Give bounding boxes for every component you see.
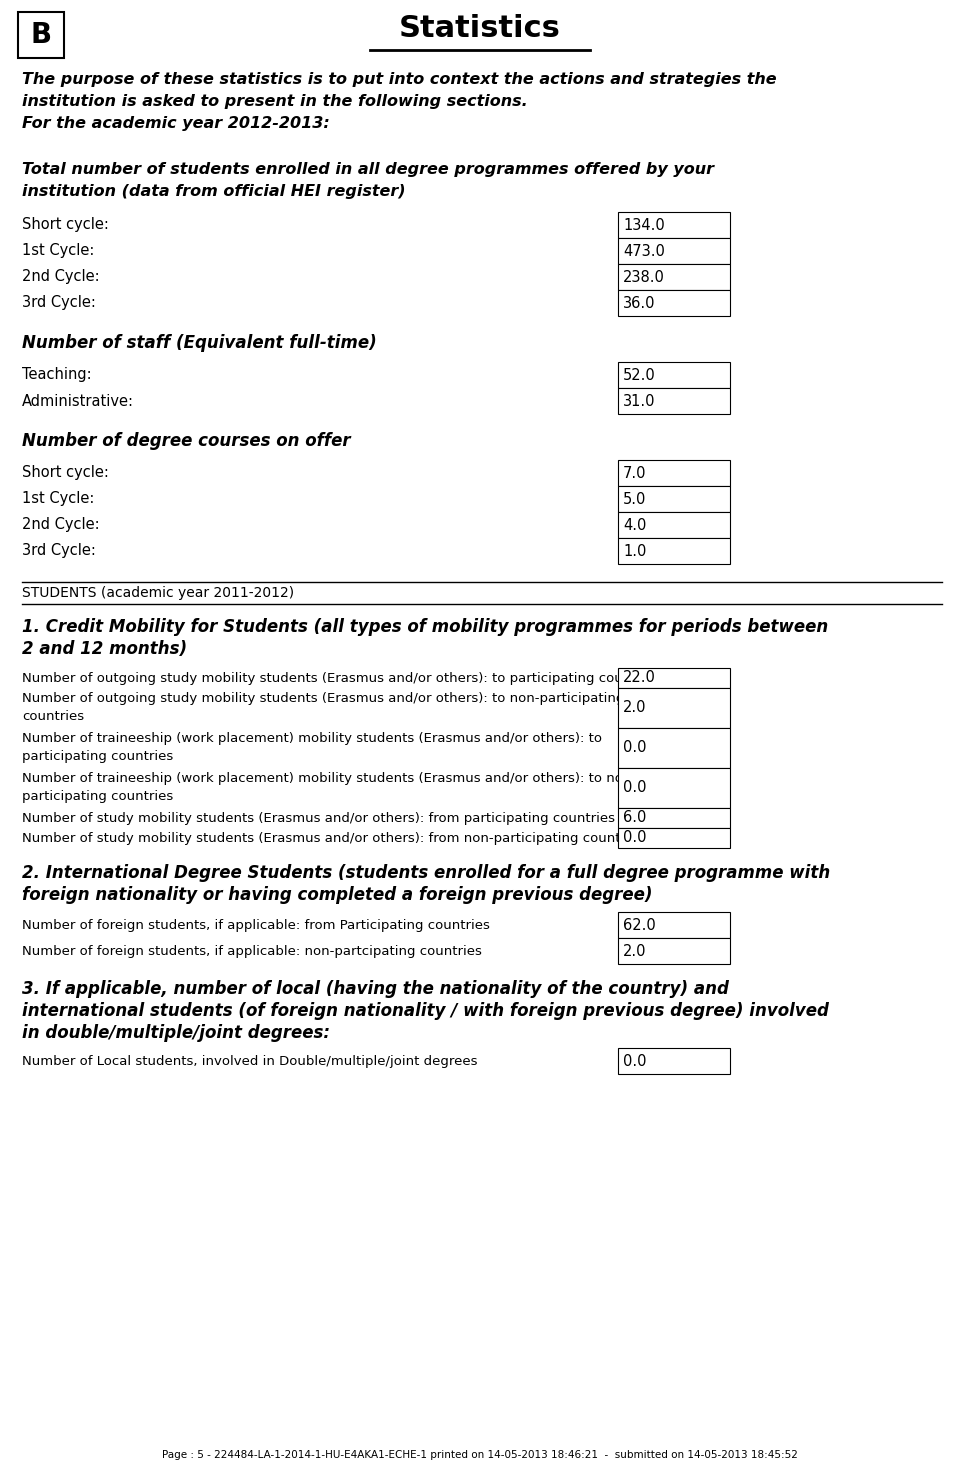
Text: 36.0: 36.0 [623,295,656,311]
Text: STUDENTS (academic year 2011-2012): STUDENTS (academic year 2011-2012) [22,586,294,600]
Text: 3rd Cycle:: 3rd Cycle: [22,295,96,311]
Text: 3rd Cycle:: 3rd Cycle: [22,543,96,558]
Bar [618,938,730,964]
Text: 6.0: 6.0 [623,810,646,825]
Text: B: B [31,21,52,48]
Text: 3. If applicable, number of local (having the nationality of the country) and: 3. If applicable, number of local (havin… [22,981,729,998]
Text: 1.0: 1.0 [623,543,646,558]
Text: Number of foreign students, if applicable: from Participating countries: Number of foreign students, if applicabl… [22,919,490,932]
Text: Short cycle:: Short cycle: [22,217,108,232]
Text: Number of study mobility students (Erasmus and/or others): from participating co: Number of study mobility students (Erasm… [22,812,615,825]
Text: Administrative:: Administrative: [22,393,134,408]
Text: Number of outgoing study mobility students (Erasmus and/or others): to participa: Number of outgoing study mobility studen… [22,672,660,686]
Text: 473.0: 473.0 [623,244,665,258]
Text: international students (of foreign nationality / with foreign previous degree) i: international students (of foreign natio… [22,1003,828,1020]
Text: institution is asked to present in the following sections.: institution is asked to present in the f… [22,94,528,109]
Text: 2 and 12 months): 2 and 12 months) [22,640,187,658]
Text: Number of Local students, involved in Double/multiple/joint degrees: Number of Local students, involved in Do… [22,1054,477,1067]
Bar [618,728,730,768]
Bar [618,828,730,849]
Text: in double/multiple/joint degrees:: in double/multiple/joint degrees: [22,1025,330,1042]
Bar [618,807,730,828]
Bar [618,1048,730,1075]
Text: Statistics: Statistics [399,15,561,43]
Text: institution (data from official HEI register): institution (data from official HEI regi… [22,184,406,200]
Text: Number of staff (Equivalent full-time): Number of staff (Equivalent full-time) [22,335,376,352]
Text: 238.0: 238.0 [623,270,665,285]
Bar [618,768,730,807]
Text: Number of degree courses on offer: Number of degree courses on offer [22,432,350,451]
Text: 22.0: 22.0 [623,671,656,686]
Text: Number of traineeship (work placement) mobility students (Erasmus and/or others): Number of traineeship (work placement) m… [22,772,636,785]
Bar [618,668,730,688]
Text: Number of traineeship (work placement) mobility students (Erasmus and/or others): Number of traineeship (work placement) m… [22,733,602,744]
Text: participating countries: participating countries [22,750,173,763]
Text: 1st Cycle:: 1st Cycle: [22,492,94,506]
Text: 1. Credit Mobility for Students (all types of mobility programmes for periods be: 1. Credit Mobility for Students (all typ… [22,618,828,636]
Bar [618,388,730,414]
Bar [618,363,730,388]
Text: 4.0: 4.0 [623,518,646,533]
Text: Total number of students enrolled in all degree programmes offered by your: Total number of students enrolled in all… [22,161,714,178]
Text: 62.0: 62.0 [623,918,656,932]
Text: countries: countries [22,711,84,724]
Text: 0.0: 0.0 [623,740,646,756]
Bar [618,537,730,564]
Text: 0.0: 0.0 [623,781,646,796]
Text: 1st Cycle:: 1st Cycle: [22,244,94,258]
Text: For the academic year 2012-2013:: For the academic year 2012-2013: [22,116,329,131]
Text: 134.0: 134.0 [623,217,664,232]
Text: Teaching:: Teaching: [22,367,91,383]
Bar [618,459,730,486]
Text: 5.0: 5.0 [623,492,646,506]
Bar [618,912,730,938]
Text: 2.0: 2.0 [623,700,646,715]
Text: 2nd Cycle:: 2nd Cycle: [22,270,100,285]
Bar [618,291,730,316]
Text: 2.0: 2.0 [623,944,646,959]
Text: Short cycle:: Short cycle: [22,465,108,480]
Bar [618,211,730,238]
Text: Number of outgoing study mobility students (Erasmus and/or others): to non-parti: Number of outgoing study mobility studen… [22,691,624,705]
Text: 7.0: 7.0 [623,465,646,480]
Text: 0.0: 0.0 [623,831,646,846]
Text: The purpose of these statistics is to put into context the actions and strategie: The purpose of these statistics is to pu… [22,72,777,87]
Bar [618,512,730,537]
Text: 0.0: 0.0 [623,1054,646,1069]
Text: 52.0: 52.0 [623,367,656,383]
Text: 2. International Degree Students (students enrolled for a full degree programme : 2. International Degree Students (studen… [22,865,830,882]
Text: participating countries: participating countries [22,790,173,803]
Text: Number of study mobility students (Erasmus and/or others): from non-participatin: Number of study mobility students (Erasm… [22,832,645,846]
Bar [618,688,730,728]
Text: Page : 5 - 224484-LA-1-2014-1-HU-E4AKA1-ECHE-1 printed on 14-05-2013 18:46:21  -: Page : 5 - 224484-LA-1-2014-1-HU-E4AKA1-… [162,1450,798,1461]
Text: 31.0: 31.0 [623,393,656,408]
Text: foreign nationality or having completed a foreign previous degree): foreign nationality or having completed … [22,887,653,904]
Bar [618,486,730,512]
Bar [618,264,730,291]
Bar [618,238,730,264]
Text: Number of foreign students, if applicable: non-partcipating countries: Number of foreign students, if applicabl… [22,944,482,957]
Text: 2nd Cycle:: 2nd Cycle: [22,518,100,533]
Bar [18,12,64,59]
